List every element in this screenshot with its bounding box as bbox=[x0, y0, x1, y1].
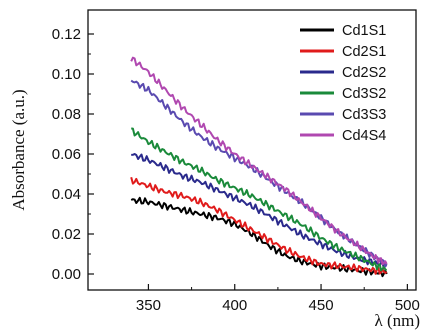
x-tick-label-450: 450 bbox=[309, 297, 334, 314]
legend-label-cd4s4: Cd4S4 bbox=[342, 128, 386, 144]
plot-frame bbox=[87, 9, 417, 291]
series-line-cd2s1 bbox=[130, 176, 388, 275]
ticks-layer: 350 400 450 500 0.00 0.02 0.04 0.06 0.08 0.10 0.12 bbox=[52, 26, 420, 314]
series-layer bbox=[130, 56, 388, 278]
legend-label-cd3s2: Cd3S2 bbox=[342, 86, 386, 102]
legend-label-cd1s1: Cd1S1 bbox=[342, 23, 386, 39]
y-tick-label-5: 0.10 bbox=[52, 66, 81, 83]
y-tick-label-2: 0.04 bbox=[52, 186, 81, 203]
x-axis-title: λ (nm) bbox=[374, 311, 420, 330]
y-tick-label-3: 0.06 bbox=[52, 146, 81, 163]
series-line-cd1s1 bbox=[130, 196, 388, 278]
legend-label-cd3s3: Cd3S3 bbox=[342, 107, 386, 123]
series-line-cd3s3 bbox=[130, 79, 388, 268]
y-axis-title: Absorbance (a.u.) bbox=[9, 89, 28, 210]
legend-label-cd2s2: Cd2S2 bbox=[342, 65, 386, 81]
x-tick-label-350: 350 bbox=[136, 297, 161, 314]
x-tick-label-400: 400 bbox=[222, 297, 247, 314]
series-line-cd2s2 bbox=[131, 153, 388, 270]
y-tick-label-6: 0.12 bbox=[52, 26, 81, 43]
y-tick-label-0: 0.00 bbox=[52, 266, 81, 283]
series-line-cd3s2 bbox=[131, 127, 387, 272]
y-tick-label-4: 0.08 bbox=[52, 106, 81, 123]
series-line-cd4s4 bbox=[130, 56, 388, 266]
x-tick-label-500: 500 bbox=[395, 297, 420, 314]
legend: Cd1S1 Cd2S1 Cd2S2 Cd3S2 Cd3S3 Cd4S4 bbox=[300, 23, 386, 144]
y-tick-label-1: 0.02 bbox=[52, 226, 81, 243]
legend-label-cd2s1: Cd2S1 bbox=[342, 44, 386, 60]
